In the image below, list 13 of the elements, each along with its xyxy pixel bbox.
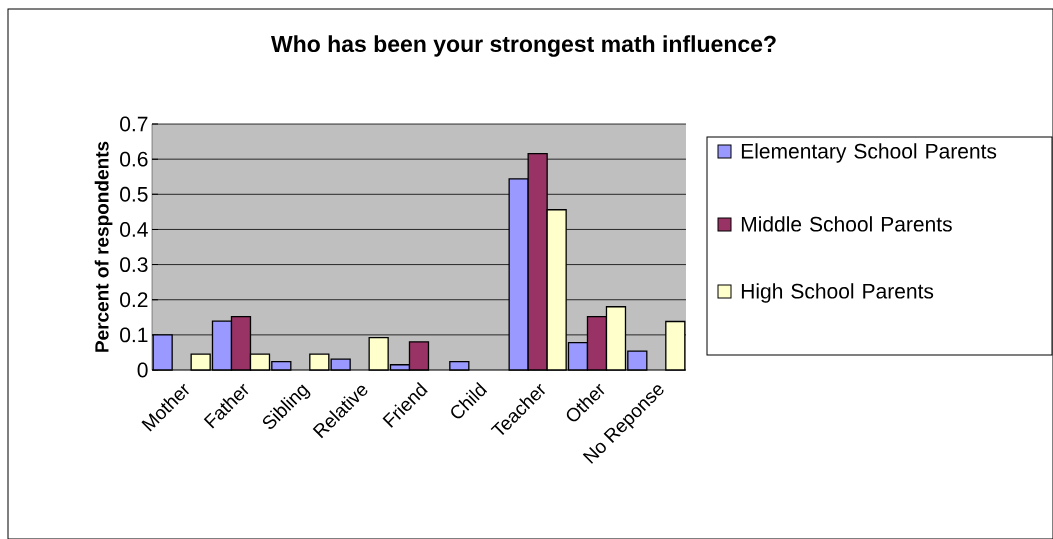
y-tick-label: 0.2: [120, 292, 148, 308]
legend-label: High School Parents: [741, 283, 934, 303]
y-tick-label: 0.7: [120, 116, 148, 132]
y-tick-label: 0.6: [120, 151, 148, 167]
chart-title: Who has been your strongest math influence?: [270, 35, 776, 57]
y-tick-label: 0.4: [120, 222, 148, 237]
legend-label: Middle School Parents: [741, 216, 952, 232]
y-axis-title: Percent of respondents: [94, 141, 113, 352]
y-tick-label: 0: [137, 362, 148, 378]
y-tick-label: 0.1: [120, 327, 148, 343]
legend-label: Elementary School Parents: [741, 143, 997, 163]
y-tick-label: 0.5: [120, 186, 148, 202]
y-tick-label: 0.3: [120, 257, 148, 273]
